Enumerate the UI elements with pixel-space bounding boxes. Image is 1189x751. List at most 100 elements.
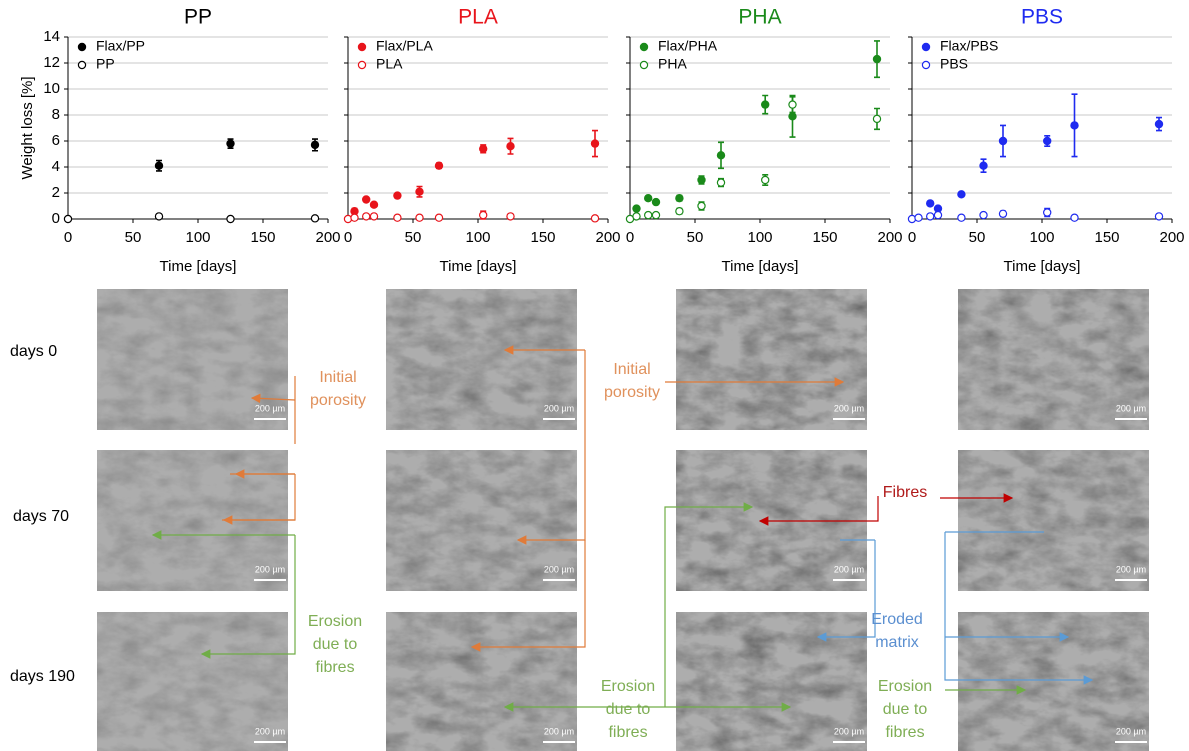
- sem-texture: [386, 450, 577, 591]
- data-point: [651, 210, 661, 220]
- sem-texture: [676, 289, 867, 430]
- data-point: [1154, 212, 1164, 221]
- data-point: [154, 161, 164, 170]
- data-point: [369, 200, 379, 209]
- data-point: [63, 214, 73, 224]
- chart-title: PBS: [1021, 6, 1063, 29]
- scale-bar-label: 200 µm: [834, 403, 864, 413]
- data-point: [998, 136, 1008, 146]
- x-tick-label: 100: [465, 229, 490, 246]
- data-point: [957, 190, 966, 199]
- legend-label: PBS: [940, 56, 968, 72]
- data-point: [926, 212, 935, 221]
- sem-texture: [97, 612, 288, 751]
- data-point: [393, 213, 402, 222]
- row-label: days 190: [10, 668, 75, 685]
- legend-marker: [357, 60, 367, 70]
- annotation: Erosion: [878, 678, 932, 695]
- annotation: Fibres: [883, 484, 927, 501]
- annotation: Erosion: [601, 678, 655, 695]
- arrow: [250, 393, 296, 404]
- data-point: [914, 213, 923, 222]
- data-point: [675, 193, 684, 203]
- data-point: [362, 212, 371, 221]
- data-point: [872, 54, 882, 64]
- annotation: fibres: [315, 659, 354, 676]
- x-tick-label: 0: [626, 229, 634, 246]
- scale-bar-label: 200 µm: [255, 726, 285, 736]
- scale-bar-label: 200 µm: [834, 726, 864, 736]
- x-axis-label: Time [days]: [160, 258, 237, 275]
- x-tick-label: 0: [64, 229, 72, 246]
- data-point: [651, 197, 661, 207]
- annotation: Eroded: [871, 611, 923, 628]
- legend-label: Flax/PBS: [940, 38, 998, 54]
- annotation: due to: [606, 701, 651, 718]
- legend-marker: [639, 42, 649, 52]
- data-point: [644, 210, 653, 220]
- sem-texture: [386, 612, 577, 751]
- data-point: [590, 139, 600, 148]
- data-point: [788, 100, 797, 109]
- arrow: [944, 531, 1092, 680]
- legend-label: Flax/PP: [96, 38, 145, 54]
- legend-marker: [77, 42, 87, 52]
- chart-title: PHA: [738, 6, 781, 29]
- data-point: [226, 214, 235, 224]
- x-tick-label: 50: [687, 229, 704, 246]
- x-tick-label: 150: [250, 229, 275, 246]
- data-point: [926, 199, 935, 208]
- x-tick-label: 0: [908, 229, 916, 246]
- data-point: [362, 195, 371, 204]
- x-axis-label: Time [days]: [440, 258, 517, 275]
- data-point: [1042, 136, 1052, 146]
- arrow: [200, 535, 296, 659]
- scale-bar-label: 200 µm: [1116, 403, 1146, 413]
- data-point: [933, 210, 943, 220]
- data-point: [226, 139, 235, 148]
- data-point: [506, 141, 515, 151]
- data-point: [479, 144, 488, 153]
- data-point: [697, 201, 706, 211]
- x-tick-label: 100: [185, 229, 210, 246]
- x-tick-label: 200: [1159, 229, 1184, 246]
- data-point: [1070, 121, 1079, 130]
- annotation: due to: [313, 636, 358, 653]
- arrows: [151, 345, 1092, 712]
- y-tick-label: 6: [52, 132, 60, 149]
- row-label: days 70: [13, 508, 69, 525]
- scale-bar-label: 200 µm: [544, 564, 574, 574]
- data-point: [590, 214, 600, 223]
- data-point: [979, 161, 988, 170]
- legend-marker: [357, 42, 367, 52]
- data-point: [393, 191, 402, 200]
- x-axis-label: Time [days]: [722, 258, 799, 275]
- annotation: porosity: [310, 392, 366, 409]
- annotation: due to: [883, 701, 928, 718]
- chart-title: PP: [184, 6, 212, 29]
- data-point: [350, 213, 359, 222]
- annotation: porosity: [604, 384, 660, 401]
- y-axis-label: Weight loss [%]: [19, 76, 36, 179]
- y-tick-label: 10: [43, 80, 60, 97]
- data-point: [310, 140, 320, 150]
- data-point: [957, 213, 966, 222]
- scale-bar-label: 200 µm: [544, 403, 574, 413]
- scale-bar-label: 200 µm: [255, 564, 285, 574]
- annotation: matrix: [875, 634, 919, 651]
- data-point: [788, 112, 797, 121]
- data-point: [761, 100, 770, 109]
- y-tick-label: 8: [52, 106, 60, 123]
- y-tick-label: 0: [52, 210, 60, 227]
- x-tick-label: 150: [1094, 229, 1119, 246]
- data-point: [154, 212, 164, 221]
- data-point: [716, 151, 726, 160]
- x-tick-label: 200: [595, 229, 620, 246]
- scale-bar-label: 200 µm: [544, 726, 574, 736]
- scale-bar-label: 200 µm: [255, 403, 285, 413]
- x-tick-label: 150: [812, 229, 837, 246]
- data-point: [697, 175, 706, 185]
- y-tick-label: 12: [43, 54, 60, 71]
- legend-label: Flax/PHA: [658, 38, 718, 54]
